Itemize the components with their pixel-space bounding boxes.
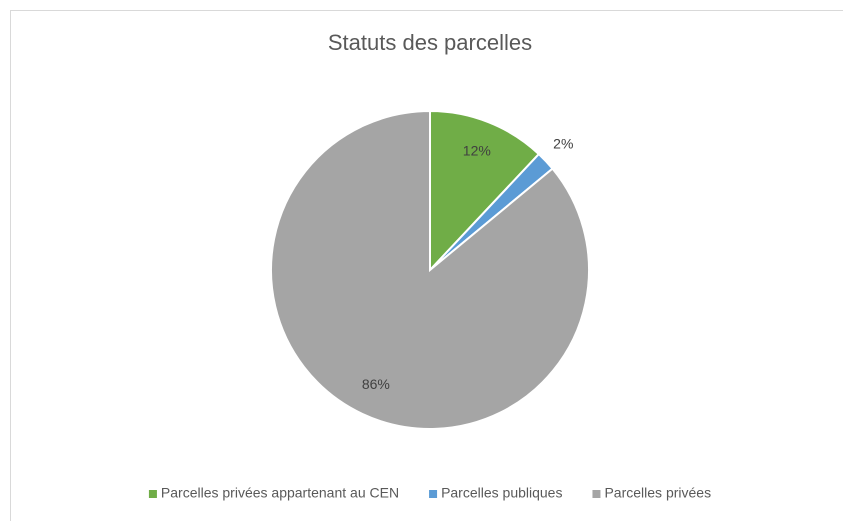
chart-title: Statuts des parcelles xyxy=(328,30,532,55)
pie-slice xyxy=(270,109,590,430)
legend-label: Parcelles privées appartenant au CEN xyxy=(161,485,399,501)
legend-swatch xyxy=(592,490,601,498)
legend-label: Parcelles privées xyxy=(604,485,711,501)
legend-swatch xyxy=(148,490,157,498)
data-label: 12% xyxy=(463,142,491,158)
legend-label: Parcelles publiques xyxy=(441,485,562,501)
data-label: 2% xyxy=(553,136,573,152)
legend-swatch xyxy=(429,490,438,498)
pie-slice xyxy=(429,109,541,273)
data-label: 86% xyxy=(362,376,390,392)
